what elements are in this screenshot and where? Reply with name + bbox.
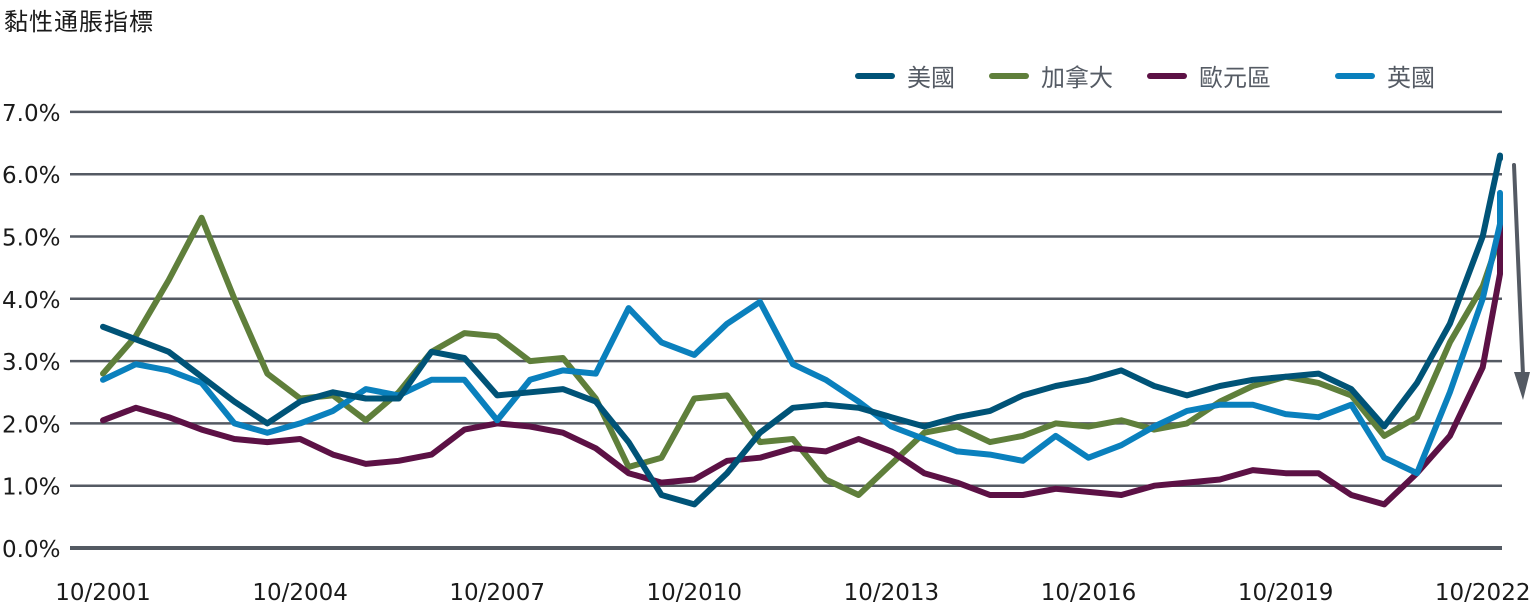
series-lines [100,152,1503,508]
down-arrow-icon [1512,163,1530,400]
y-tick-label: 4.0% [2,288,60,314]
chart-title: 黏性通脹指標 [4,8,154,36]
legend-swatch-uk [1335,72,1375,79]
legend-label-eurozone: 歐元區 [1199,64,1271,92]
legend-item-us: 美國 [855,58,955,93]
x-tick-label: 10/2022 [1435,580,1531,606]
gridlines [70,110,1502,550]
y-tick-label: 3.0% [2,350,60,376]
chart-legend: 美國 加拿大 歐元區 英國 [855,58,1435,93]
x-tick-label: 10/2001 [55,580,151,606]
x-tick-label: 10/2007 [449,580,545,606]
legend-label-canada: 加拿大 [1041,64,1113,92]
y-axis-ticks: 0.0% 1.0% 2.0% 3.0% 4.0% 5.0% 6.0% 7.0% [2,101,60,563]
legend-item-canada: 加拿大 [989,58,1113,93]
legend-swatch-eurozone [1147,72,1187,79]
x-tick-label: 10/2016 [1041,580,1137,606]
series-line [100,214,1503,508]
x-tick-label: 10/2010 [647,580,743,606]
series-line [100,152,1503,508]
x-tick-label: 10/2004 [252,580,348,606]
y-tick-label: 7.0% [2,101,60,127]
series-line [100,189,1503,477]
x-tick-label: 10/2013 [844,580,940,606]
x-axis-ticks: 10/2001 10/2004 10/2007 10/2010 10/2013 10/20… [55,580,1530,606]
legend-item-uk: 英國 [1335,58,1435,93]
legend-item-eurozone: 歐元區 [1147,58,1271,93]
series-line [100,214,1503,498]
legend-swatch-us [855,72,895,79]
x-tick-label: 10/2019 [1238,580,1334,606]
y-tick-label: 2.0% [2,412,60,438]
y-tick-label: 6.0% [2,163,60,189]
y-tick-label: 0.0% [2,537,60,563]
legend-label-uk: 英國 [1387,64,1435,92]
legend-label-us: 美國 [907,64,955,92]
y-tick-label: 5.0% [2,226,60,252]
y-tick-label: 1.0% [2,475,60,501]
legend-swatch-canada [989,72,1029,79]
